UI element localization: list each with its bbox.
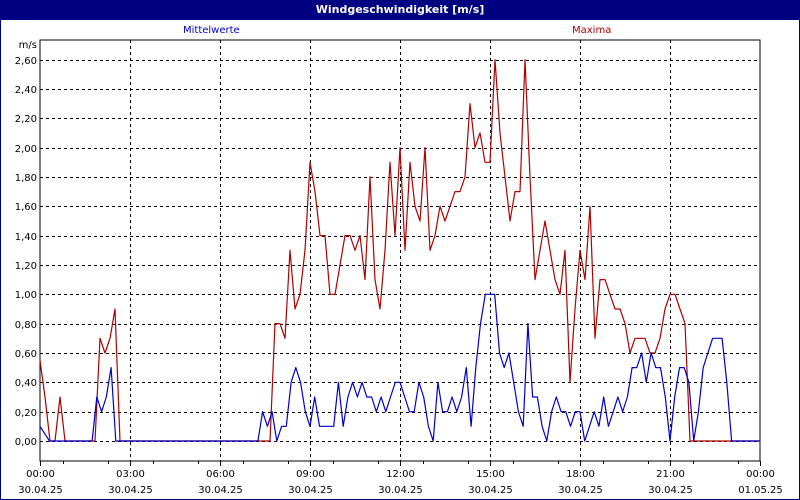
- x-tick-date: 30.04.25: [18, 485, 63, 496]
- y-tick-label: 0,00: [15, 437, 37, 448]
- x-tick-time: 06:00: [206, 469, 235, 480]
- x-tick-date: 30.04.25: [648, 485, 693, 496]
- y-tick-label: 2,60: [15, 56, 37, 67]
- x-tick-time: 00:00: [746, 469, 775, 480]
- y-tick-label: 1,20: [15, 261, 37, 272]
- x-tick-date: 01.05.25: [738, 485, 783, 496]
- x-tick-time: 03:00: [116, 469, 145, 480]
- x-tick-time: 15:00: [476, 469, 505, 480]
- y-tick-label: 0,40: [15, 378, 37, 389]
- x-tick-date: 30.04.25: [558, 485, 603, 496]
- x-tick-time: 00:00: [26, 469, 55, 480]
- y-tick-label: 1,40: [15, 232, 37, 243]
- x-tick-date: 30.04.25: [468, 485, 513, 496]
- y-tick-label: 1,00: [15, 290, 37, 301]
- x-tick-date: 30.04.25: [288, 485, 333, 496]
- chart-title: Windgeschwindigkeit [m/s]: [0, 0, 800, 20]
- y-axis-unit: m/s: [19, 40, 37, 51]
- y-tick-label: 2,00: [15, 144, 37, 155]
- x-tick-time: 09:00: [296, 469, 325, 480]
- x-tick-date: 30.04.25: [378, 485, 423, 496]
- x-tick-time: 21:00: [656, 469, 685, 480]
- y-tick-label: 0,80: [15, 320, 37, 331]
- y-tick-label: 1,80: [15, 173, 37, 184]
- y-tick-label: 0,60: [15, 349, 37, 360]
- y-tick-label: 0,20: [15, 408, 37, 419]
- series-mittelwerte: [39, 293, 760, 442]
- x-tick-time: 18:00: [566, 469, 595, 480]
- y-tick-label: 1,60: [15, 202, 37, 213]
- x-tick-time: 12:00: [386, 469, 415, 480]
- y-tick-label: 2,40: [15, 85, 37, 96]
- legend-maxima: Maxima: [572, 25, 612, 36]
- legend-mittelwerte: Mittelwerte: [183, 25, 240, 36]
- x-tick-date: 30.04.25: [108, 485, 153, 496]
- y-tick-label: 2,20: [15, 114, 37, 125]
- x-tick-date: 30.04.25: [198, 485, 243, 496]
